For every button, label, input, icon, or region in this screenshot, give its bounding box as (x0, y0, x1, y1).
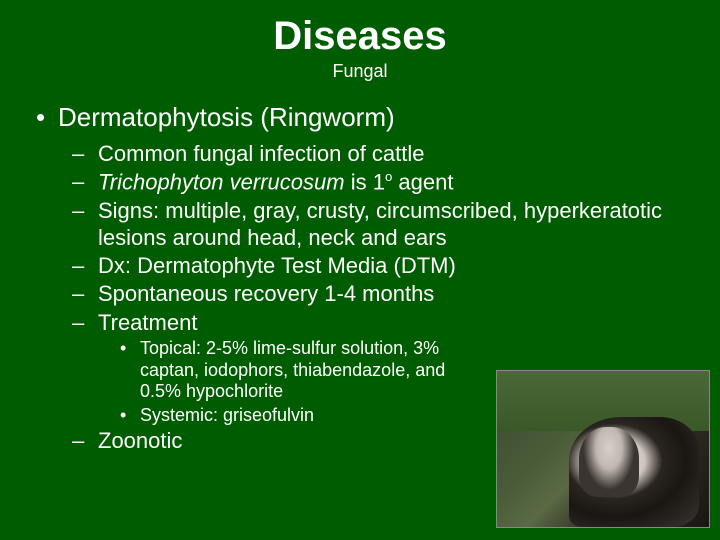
slide-title: Diseases (0, 0, 720, 59)
organism-name: Trichophyton verrucosum (98, 170, 345, 195)
slide-subtitle: Fungal (0, 61, 720, 82)
text-fragment: is 1 (345, 170, 385, 195)
sub-bullet: Trichophyton verrucosum is 1o agent (72, 169, 684, 196)
sub-bullet: Dx: Dermatophyte Test Media (DTM) (72, 253, 684, 279)
sub-bullet: Common fungal infection of cattle (72, 141, 684, 167)
sub-bullet: Signs: multiple, gray, crusty, circumscr… (72, 198, 684, 251)
cattle-photo (496, 370, 710, 528)
text-fragment: agent (392, 170, 453, 195)
cow-head (579, 427, 639, 497)
sub-bullet: Treatment (72, 310, 684, 336)
sub-bullet: Spontaneous recovery 1-4 months (72, 281, 684, 307)
heading-bullet: Dermatophytosis (Ringworm) (36, 102, 684, 133)
